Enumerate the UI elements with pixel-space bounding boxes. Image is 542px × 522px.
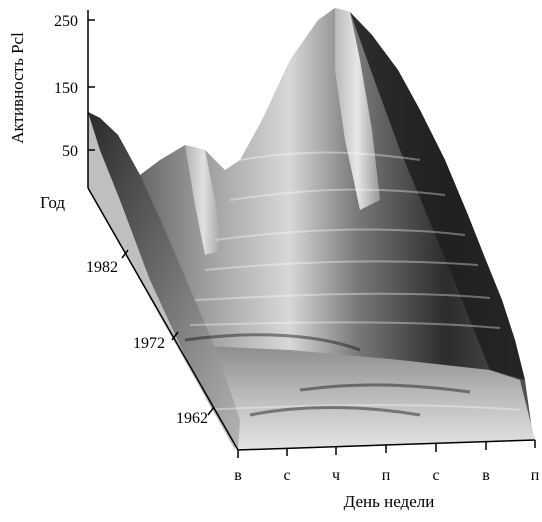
x-tick-label-1: в xyxy=(234,467,242,484)
x-tick-label-7: п xyxy=(531,467,540,484)
x-tick-label-5: с xyxy=(432,467,439,484)
z-axis-title: Активность Pcl xyxy=(8,32,27,144)
x-axis-title: День недели xyxy=(344,492,435,511)
year-tick-1972 xyxy=(171,331,179,341)
ridge-highlight-second xyxy=(185,145,222,255)
surface-floor xyxy=(180,345,535,450)
x-tick-label-4: п xyxy=(382,467,391,484)
surface-dark-bands xyxy=(184,333,471,417)
year-tick-label-1982: 1982 xyxy=(86,259,118,276)
x-tick-label-2: с xyxy=(283,467,290,484)
z-tick-label-250: 250 xyxy=(54,13,78,30)
year-axis-line xyxy=(87,187,239,451)
x-tick-label-3: ч xyxy=(332,467,340,484)
year-tick-label-1962: 1962 xyxy=(176,410,208,427)
right-slope-shadow xyxy=(350,12,525,380)
z-tick-label-50: 50 xyxy=(62,143,78,160)
x-tick-label-6: в xyxy=(482,467,490,484)
x-axis-ticks xyxy=(237,440,536,458)
left-slope-shadow xyxy=(88,112,240,450)
year-axis-title: Год xyxy=(40,193,65,212)
year-tick-label-1972: 1972 xyxy=(133,335,165,352)
year-tick-1962 xyxy=(207,406,215,416)
year-tick-1982 xyxy=(121,249,129,259)
surface-texture xyxy=(189,151,521,411)
ridge-highlight-main xyxy=(335,8,380,210)
z-tick-label-150: 150 xyxy=(54,80,78,97)
